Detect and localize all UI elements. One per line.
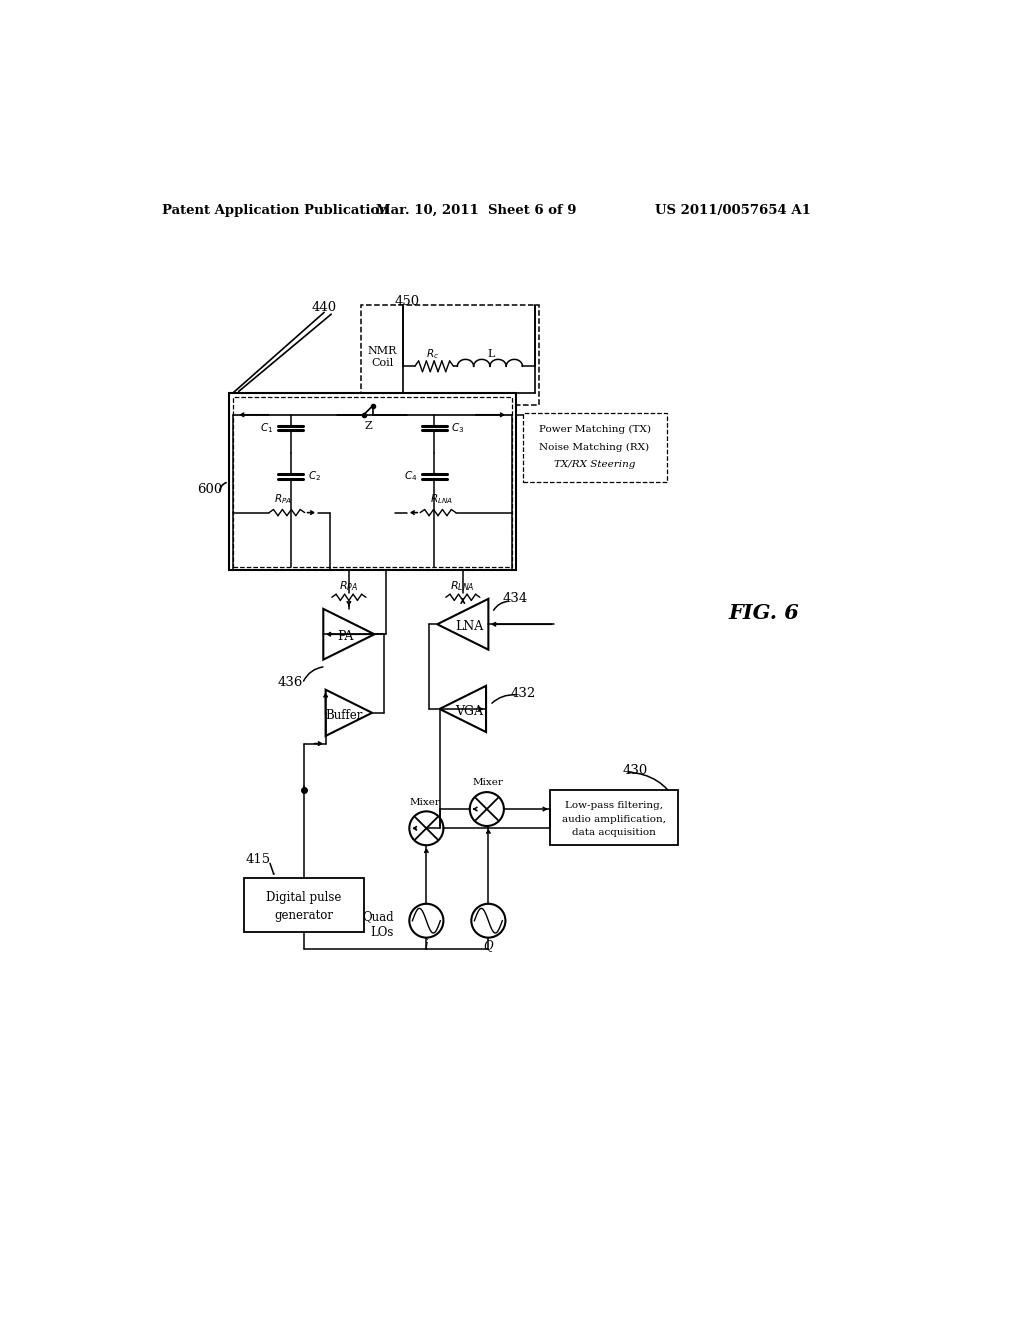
Text: VGA: VGA: [455, 705, 483, 718]
FancyArrowPatch shape: [303, 667, 323, 681]
Text: $R_c$: $R_c$: [426, 347, 439, 360]
Text: Noise Matching (RX): Noise Matching (RX): [540, 442, 649, 451]
Text: Q: Q: [483, 939, 494, 952]
Text: 600: 600: [198, 483, 223, 496]
Text: Digital pulse: Digital pulse: [266, 891, 342, 904]
Bar: [550, 789, 678, 845]
Text: 415: 415: [246, 853, 270, 866]
Text: data acquisition: data acquisition: [572, 829, 655, 837]
Text: PA: PA: [337, 630, 353, 643]
Text: US 2011/0057654 A1: US 2011/0057654 A1: [654, 205, 810, 218]
Text: 440: 440: [311, 301, 337, 314]
Text: $C_3$: $C_3$: [452, 421, 465, 434]
FancyArrowPatch shape: [220, 483, 226, 491]
Text: $R_{LNA}$: $R_{LNA}$: [451, 579, 475, 594]
Text: Low-pass filtering,: Low-pass filtering,: [565, 801, 663, 809]
Text: Mixer: Mixer: [410, 797, 440, 807]
Text: $C_1$: $C_1$: [260, 421, 273, 434]
Text: FIG. 6: FIG. 6: [728, 603, 799, 623]
Bar: [228, 393, 515, 570]
Text: $C_4$: $C_4$: [403, 470, 417, 483]
Bar: [245, 878, 365, 932]
Text: generator: generator: [274, 908, 334, 921]
Text: $R_{PA}$: $R_{PA}$: [339, 579, 358, 594]
Text: Quad
LOs: Quad LOs: [362, 911, 394, 939]
FancyArrowPatch shape: [494, 602, 507, 610]
Text: Power Matching (TX): Power Matching (TX): [539, 425, 650, 434]
Text: 436: 436: [279, 676, 303, 689]
Text: Mixer: Mixer: [473, 779, 504, 787]
Text: NMR
Coil: NMR Coil: [368, 346, 397, 368]
Text: audio amplification,: audio amplification,: [562, 814, 666, 824]
FancyArrowPatch shape: [629, 772, 677, 803]
Text: $C_2$: $C_2$: [308, 470, 321, 483]
Text: Buffer: Buffer: [326, 709, 362, 722]
Text: i: i: [425, 939, 428, 952]
Bar: [360, 305, 539, 405]
FancyArrowPatch shape: [492, 694, 515, 704]
Text: TX/RX Steering: TX/RX Steering: [554, 461, 635, 470]
Text: L: L: [487, 348, 495, 359]
Text: 434: 434: [503, 593, 528, 606]
Text: Z: Z: [365, 421, 372, 430]
Text: Patent Application Publication: Patent Application Publication: [162, 205, 389, 218]
Text: LNA: LNA: [455, 620, 483, 634]
Bar: [523, 413, 667, 482]
Text: $R_{LNA}$: $R_{LNA}$: [430, 492, 454, 506]
Text: Mar. 10, 2011  Sheet 6 of 9: Mar. 10, 2011 Sheet 6 of 9: [377, 205, 577, 218]
Text: 450: 450: [394, 296, 420, 308]
Text: $R_{PA}$: $R_{PA}$: [274, 492, 292, 506]
Text: 432: 432: [511, 686, 536, 700]
FancyArrowPatch shape: [270, 863, 273, 874]
Text: 430: 430: [623, 764, 647, 777]
Bar: [232, 397, 512, 566]
